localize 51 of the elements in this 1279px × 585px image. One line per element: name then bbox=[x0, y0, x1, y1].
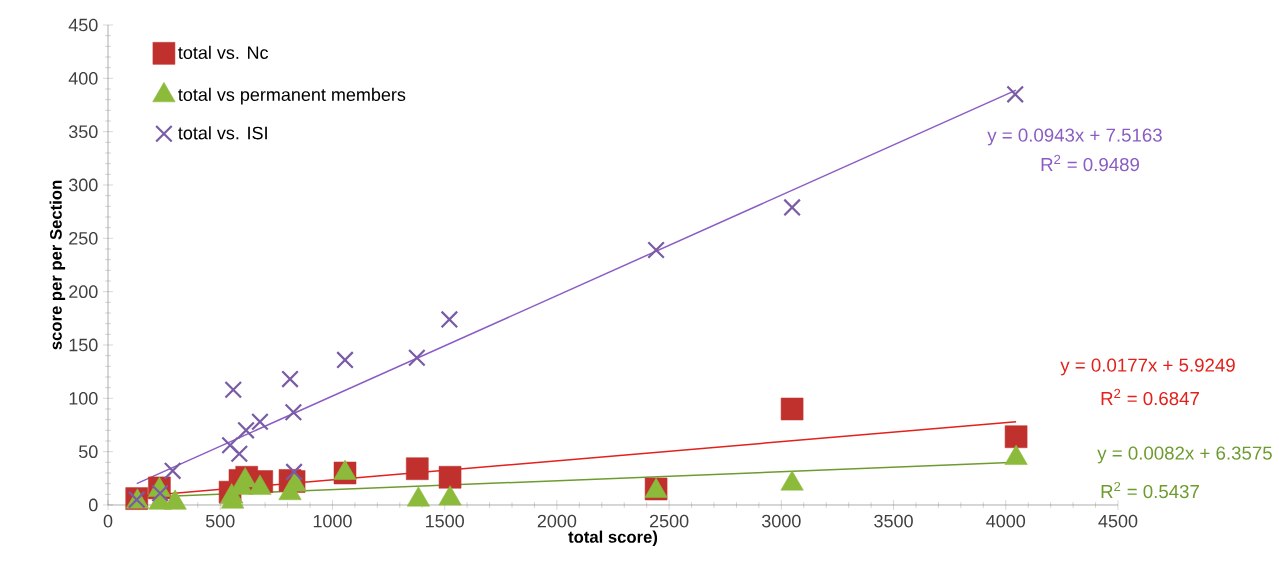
point bbox=[440, 310, 459, 329]
y-tick-label: 100 bbox=[69, 391, 98, 405]
y-tick-label: 200 bbox=[69, 285, 98, 299]
legend-label: total vs permanent members bbox=[178, 87, 406, 105]
y-axis-title: score per per Section bbox=[49, 180, 66, 350]
x-tick-label: 0 bbox=[103, 514, 113, 528]
point bbox=[783, 198, 801, 217]
x-tick-label: 3000 bbox=[762, 514, 801, 528]
y-tick-label: 150 bbox=[69, 338, 98, 352]
point bbox=[780, 397, 804, 421]
annotation: R$^{2}$ = 0.6847 bbox=[1101, 388, 1199, 406]
x-tick-label: 2000 bbox=[537, 514, 577, 528]
point bbox=[163, 461, 182, 480]
y-tick-label: 350 bbox=[68, 125, 98, 139]
point bbox=[224, 380, 243, 399]
point bbox=[407, 348, 426, 367]
y-tick-label: 400 bbox=[68, 71, 98, 85]
point bbox=[237, 421, 255, 440]
x-axis-title: total score) bbox=[568, 530, 658, 547]
x-tick-label: 500 bbox=[205, 514, 235, 528]
x-tick-label: 4500 bbox=[1098, 514, 1138, 528]
x-tick-label: 4000 bbox=[986, 514, 1026, 528]
legend-label: total vs. Nc bbox=[178, 45, 269, 60]
annotation: R$^{2}$ = 0.9489 bbox=[1041, 154, 1139, 172]
point bbox=[336, 351, 354, 369]
y-tick-label: 250 bbox=[69, 231, 98, 245]
point bbox=[438, 465, 462, 489]
annotation: R$^{2}$ = 0.5437 bbox=[1101, 481, 1199, 499]
x-tick-label: 1000 bbox=[313, 514, 352, 528]
point bbox=[230, 444, 249, 463]
x-tick-label: 1500 bbox=[426, 514, 464, 528]
point bbox=[406, 457, 429, 480]
point bbox=[1006, 85, 1025, 104]
x-tick-label: 3500 bbox=[874, 514, 913, 528]
point bbox=[251, 412, 269, 431]
point bbox=[281, 370, 299, 388]
x-tick-label: 2500 bbox=[649, 514, 689, 528]
y-tick-label: 0 bbox=[89, 498, 98, 512]
point bbox=[285, 463, 303, 481]
point bbox=[647, 241, 665, 259]
annotation: y = 0.0943x + 7.5163 bbox=[987, 128, 1162, 146]
point bbox=[284, 403, 303, 422]
point bbox=[151, 484, 169, 503]
annotation: y = 0.0082x + 6.3575 bbox=[1097, 446, 1272, 464]
y-tick-label: 450 bbox=[68, 18, 98, 32]
annotation: y = 0.0177x + 5.9249 bbox=[1060, 358, 1235, 376]
y-tick-label: 50 bbox=[78, 445, 98, 459]
legend-label: total vs. ISI bbox=[178, 126, 267, 140]
point bbox=[221, 436, 239, 455]
point bbox=[1004, 425, 1028, 448]
y-tick-label: 300 bbox=[68, 178, 98, 192]
